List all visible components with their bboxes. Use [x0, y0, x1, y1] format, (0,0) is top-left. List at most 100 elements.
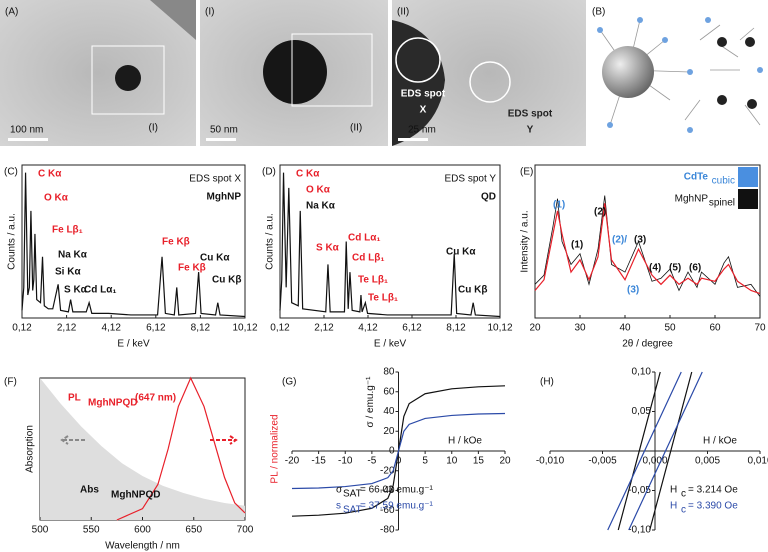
data-line	[617, 371, 693, 531]
y-tick-label: 0,05	[632, 406, 652, 417]
annotation: Cd Lβ₁	[352, 253, 384, 264]
panel-label: (B)	[592, 7, 605, 18]
x-axis-label: H / kOe	[703, 436, 737, 447]
y-tick-label: -20	[380, 465, 395, 476]
plot-frame	[534, 164, 761, 319]
arrow	[60, 435, 85, 445]
plot-frame	[279, 164, 501, 319]
x-tick-label: 60	[709, 323, 721, 334]
annotation: Te Lβ₁	[368, 293, 398, 304]
annotation: Fe Kβ	[162, 237, 190, 248]
x-tick-label: 500	[32, 525, 49, 536]
spot-label: Y	[527, 125, 534, 136]
y-tick-label: -0,10	[628, 525, 651, 536]
inset-label: (I)	[149, 123, 158, 134]
annotation: Cu Kβ	[458, 285, 487, 296]
y-tick-label: 20	[383, 426, 395, 437]
data-line	[116, 376, 246, 521]
annotation: (2)/	[612, 235, 627, 246]
scale-bar: 25 nm	[408, 125, 436, 136]
chart-subtitle: MghNP	[207, 192, 242, 203]
panel-label: (F)	[4, 377, 17, 388]
data-line	[291, 412, 506, 490]
x-axis-label: Wavelength / nm	[105, 541, 180, 552]
chart-subtitle: QD	[481, 192, 496, 203]
panel-label: (A)	[5, 7, 18, 18]
x-axis-label: E / keV	[117, 339, 150, 350]
annotation: (5)	[669, 263, 681, 274]
data-line	[279, 172, 501, 318]
legend-sub: spinel	[709, 198, 735, 209]
annotation: = 37.59 emu.g⁻¹	[360, 501, 433, 512]
data-line	[21, 172, 246, 318]
annotation: = 3.214 Oe	[688, 485, 738, 496]
chart: (H) -0,010 -0,005 0,000 0,005 0,010 -0,10 -0,05…	[536, 367, 768, 536]
x-tick-label: 20	[499, 456, 511, 467]
panel-label: (E)	[520, 167, 533, 178]
panel-label: (G)	[282, 377, 296, 388]
x-tick-label: 10,12	[232, 323, 257, 334]
data-line	[534, 203, 761, 295]
x-tick-label: 70	[754, 323, 766, 334]
x-tick-label: 20	[529, 323, 541, 334]
chart-title: EDS spot Y	[444, 174, 496, 185]
x-tick-label: 40	[619, 323, 631, 334]
annotation: S Kα	[316, 243, 340, 254]
x-tick-label: 4,12	[358, 323, 378, 334]
y-tick-label: -80	[380, 525, 395, 536]
x-tick-label: 15	[473, 456, 485, 467]
chart: (F) 500 550 600 650 700 Wavelength / nm Absorpt…	[4, 376, 281, 552]
y-tick-label: 0	[389, 446, 395, 457]
chart: (C) 0,12 2,12 4,12 6,12 8,12 10,12 EDS spot X Mg…	[4, 164, 258, 350]
x-tick-label: 0,005	[695, 456, 720, 467]
x-tick-label: 4,12	[101, 323, 121, 334]
x-tick-label: 6,12	[402, 323, 422, 334]
x-tick-label: -20	[285, 456, 300, 467]
annotation: Cu Kβ	[212, 275, 241, 286]
legend-swatch	[738, 189, 758, 209]
x-tick-label: -0,005	[588, 456, 617, 467]
x-axis-label: H / kOe	[448, 436, 482, 447]
x-tick-label: 10,12	[487, 323, 512, 334]
x-tick-label: 650	[185, 525, 202, 536]
annotation: H	[670, 501, 677, 512]
annotation: (4)	[649, 263, 661, 274]
absorption-area	[40, 378, 245, 520]
x-tick-label: -5	[367, 456, 376, 467]
x-tick-label: -0,010	[536, 456, 565, 467]
annotation: (6)	[689, 263, 701, 274]
y-tick-label: -40	[380, 485, 395, 496]
annotation: Cu Kα	[200, 253, 230, 264]
panel-label: (D)	[262, 167, 276, 178]
plot-frame	[21, 164, 246, 319]
annotation: Cu Kα	[446, 247, 476, 258]
annotation: C Kα	[296, 169, 320, 180]
chart: (D) 0,12 2,12 4,12 6,12 8,12 10,12 EDS spot Y QD…	[262, 164, 513, 350]
y-axis-label: Absorption	[25, 425, 36, 473]
annotation: Fe Lβ₁	[52, 225, 83, 236]
x-tick-label: 550	[83, 525, 100, 536]
x-tick-label: -10	[338, 456, 353, 467]
annotation: (1)	[553, 200, 565, 211]
annotation: PL	[68, 393, 81, 404]
x-tick-label: 0,12	[12, 323, 32, 334]
annotation: SAT	[343, 489, 362, 500]
annotation: = 3.390 Oe	[688, 501, 738, 512]
x-tick-label: 10	[446, 456, 458, 467]
spot-label: X	[420, 105, 427, 116]
annotation: SAT	[343, 505, 362, 516]
legend-label: MghNP	[675, 194, 709, 205]
panel-label: (II)	[397, 7, 409, 18]
x-tick-label: 30	[574, 323, 586, 334]
annotation: Si Kα	[55, 267, 81, 278]
annotation: s	[336, 501, 341, 512]
y-tick-label: -60	[380, 505, 395, 516]
annotation: Na Kα	[58, 250, 88, 261]
annotation: Te Lβ₁	[358, 275, 388, 286]
annotation: Na Kα	[306, 201, 336, 212]
annotation: (2)	[594, 207, 606, 218]
annotation: Abs	[80, 485, 99, 496]
y-tick-label: -0,05	[628, 485, 651, 496]
annotation: S Kα	[64, 285, 88, 296]
